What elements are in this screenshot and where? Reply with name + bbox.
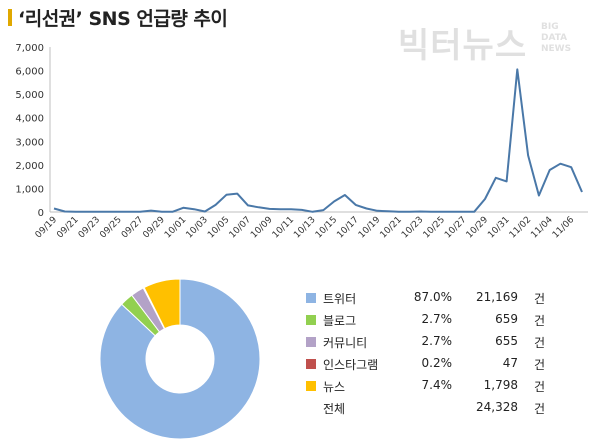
legend-swatch-community — [306, 337, 316, 347]
legend-count-blog: 659 — [495, 312, 518, 326]
legend-percent-twitter: 87.0% — [413, 290, 452, 304]
legend-unit: 건 — [534, 314, 546, 328]
y-tick-label: 3,000 — [15, 137, 44, 148]
watermark-sub-data: DATA — [541, 33, 568, 43]
legend-swatch-news — [306, 381, 316, 391]
watermark-sub-news: NEWS — [541, 44, 572, 54]
legend-row-twitter: 트위터 87.0% 21,169 건 — [306, 288, 566, 308]
donut-slice-4 — [143, 278, 181, 330]
legend-label-instagram: 인스타그램 — [323, 358, 379, 372]
watermark-sub-big: BIG — [541, 22, 559, 32]
y-tick-label: 5,000 — [15, 90, 44, 101]
legend-total-count: 24,328 — [476, 400, 518, 414]
legend-unit: 건 — [534, 380, 546, 394]
legend-count-community: 655 — [495, 334, 518, 348]
watermark-main-text: 빅터뉴스 — [398, 26, 528, 66]
legend-count-instagram: 47 — [502, 356, 518, 370]
legend-label-twitter: 트위터 — [323, 292, 357, 306]
legend-count-twitter: 21,169 — [476, 290, 518, 304]
legend-percent-instagram: 0.2% — [421, 356, 453, 370]
title-accent-bar — [8, 9, 12, 26]
legend-count-news: 1,798 — [483, 378, 518, 392]
watermark-logo: 빅터뉴스 BIG DATA NEWS — [398, 18, 584, 68]
series-line-mentions — [53, 68, 583, 213]
y-tick-label: 4,000 — [15, 114, 44, 125]
donut-slice-0 — [99, 278, 261, 440]
legend-total-label: 전체 — [323, 402, 346, 416]
legend-percent-blog: 2.7% — [421, 312, 453, 326]
legend-unit: 건 — [534, 358, 546, 372]
legend-label-blog: 블로그 — [323, 314, 357, 328]
legend-row-blog: 블로그 2.7% 659 건 — [306, 310, 566, 330]
legend-label-news: 뉴스 — [323, 380, 346, 394]
legend-swatch-blog — [306, 315, 316, 325]
y-tick-label: 0 — [38, 208, 44, 219]
legend-unit: 건 — [534, 336, 546, 350]
y-tick-label: 7,000 — [15, 43, 44, 54]
legend-row-total: 전체 24,328 건 — [306, 398, 566, 418]
legend-swatch-twitter — [306, 293, 316, 303]
page-title: ‘리선권’ SNS 언급량 추이 — [18, 8, 228, 30]
legend-percent-news: 7.4% — [421, 378, 453, 392]
legend-label-community: 커뮤니티 — [323, 336, 368, 350]
legend-percent-community: 2.7% — [421, 334, 453, 348]
legend-row-community: 커뮤니티 2.7% 655 건 — [306, 332, 566, 352]
legend-row-instagram: 인스타그램 0.2% 47 건 — [306, 354, 566, 374]
y-tick-label: 1,000 — [15, 184, 44, 195]
y-tick-label: 2,000 — [15, 161, 44, 172]
legend-unit: 건 — [534, 292, 546, 306]
legend-row-news: 뉴스 7.4% 1,798 건 — [306, 376, 566, 396]
y-tick-label: 6,000 — [15, 67, 44, 78]
legend-unit: 건 — [534, 402, 546, 416]
legend-swatch-instagram — [306, 359, 316, 369]
